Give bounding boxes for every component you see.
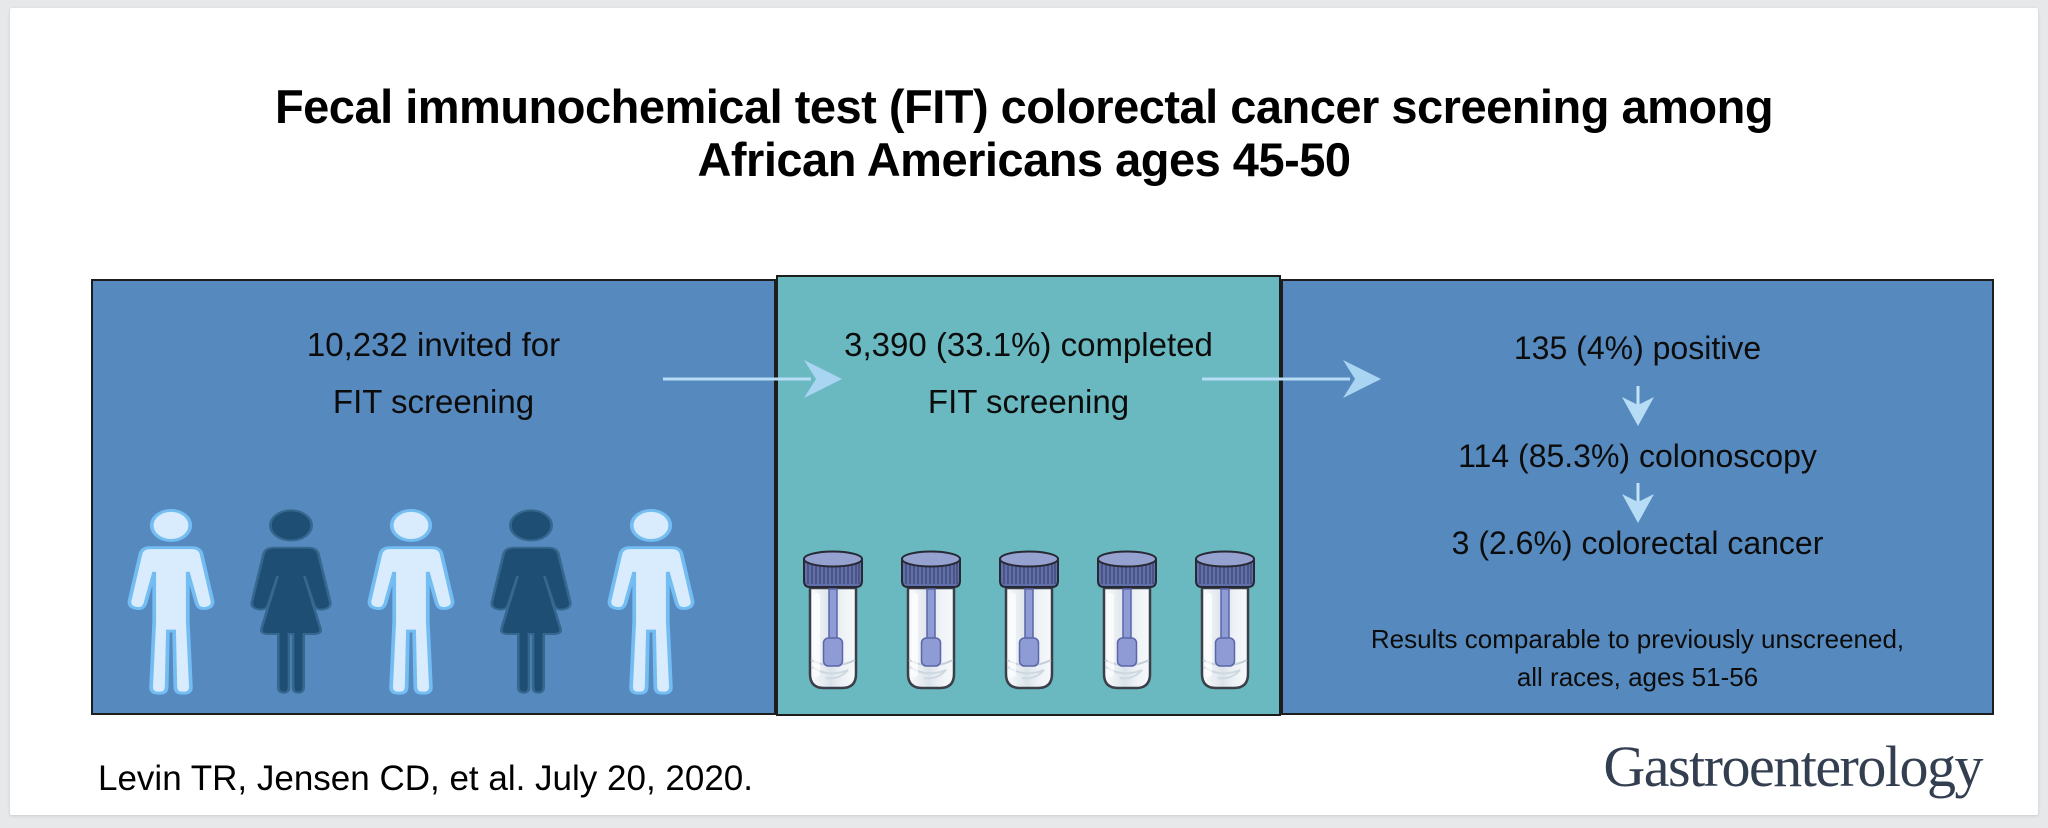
fit-tube-icon bbox=[1194, 550, 1255, 690]
arrow-right-icon bbox=[663, 360, 842, 398]
specimen-tubes-row bbox=[778, 548, 1279, 694]
arrow-right-icon bbox=[1202, 360, 1381, 398]
people-row bbox=[93, 505, 729, 697]
completed-text: 3,390 (33.1%) completed FIT screening bbox=[778, 316, 1279, 430]
arrow-down-icon bbox=[1621, 386, 1654, 426]
person-female-icon bbox=[490, 509, 572, 694]
completed-line-2: FIT screening bbox=[927, 383, 1130, 420]
person-male-icon bbox=[607, 508, 695, 695]
title-line-2: African Americans ages 45-50 bbox=[697, 133, 1351, 186]
page-title: Fecal immunochemical test (FIT) colorect… bbox=[10, 80, 2038, 186]
person-male-icon bbox=[127, 508, 215, 695]
title-line-1: Fecal immunochemical test (FIT) colorect… bbox=[274, 80, 1774, 133]
stat-positive: 135 (4%) positive bbox=[1513, 330, 1762, 366]
note-line-2: all races, ages 51-56 bbox=[1516, 662, 1759, 692]
fit-tube-icon bbox=[1096, 550, 1157, 690]
panel-invited: 10,232 invited for FIT screening bbox=[91, 279, 776, 715]
panel-completed: 3,390 (33.1%) completed FIT screening bbox=[776, 275, 1281, 716]
fit-tube-icon bbox=[900, 550, 961, 690]
invited-text: 10,232 invited for FIT screening bbox=[93, 316, 774, 430]
citation-text: Levin TR, Jensen CD, et al. July 20, 202… bbox=[98, 759, 753, 798]
stat-colonoscopy: 114 (85.3%) colonoscopy bbox=[1458, 438, 1817, 474]
stat-cancer: 3 (2.6%) colorectal cancer bbox=[1451, 525, 1824, 561]
comparability-note: Results comparable to previously unscree… bbox=[1283, 620, 1992, 696]
invited-line-2: FIT screening bbox=[332, 383, 535, 420]
person-female-icon bbox=[250, 509, 332, 694]
fit-tube-icon bbox=[998, 550, 1059, 690]
arrow-down-icon bbox=[1621, 483, 1654, 523]
invited-line-1: 10,232 invited for bbox=[306, 326, 561, 363]
slide-card: Fecal immunochemical test (FIT) colorect… bbox=[10, 8, 2038, 815]
panel-outcomes: 135 (4%) positive 114 (85.3%) colonoscop… bbox=[1281, 279, 1994, 715]
person-male-icon bbox=[367, 508, 455, 695]
completed-line-1: 3,390 (33.1%) completed bbox=[844, 326, 1213, 363]
note-line-1: Results comparable to previously unscree… bbox=[1370, 624, 1905, 654]
fit-tube-icon bbox=[802, 550, 863, 690]
journal-logo: Gastroenterology bbox=[1603, 734, 1983, 799]
